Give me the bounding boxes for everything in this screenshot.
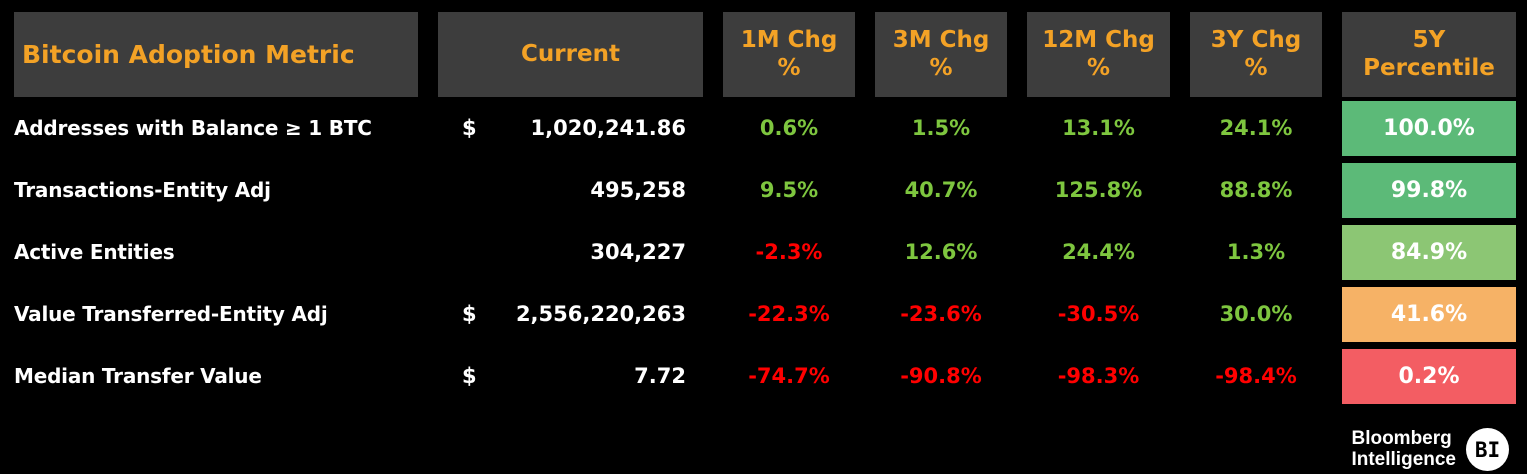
- column-header-12m-chg: 12M Chg %: [1027, 12, 1170, 97]
- column-header-5y-percentile: 5Y Percentile: [1342, 12, 1516, 97]
- currency-symbol: $: [462, 116, 477, 140]
- chg-12m-value: 24.4%: [1062, 240, 1135, 264]
- column-header-current: Current: [438, 12, 703, 97]
- chg-1m-value: -22.3%: [748, 302, 830, 326]
- percentile-value: 84.9%: [1342, 224, 1516, 280]
- column-header-metric: Bitcoin Adoption Metric: [14, 12, 418, 97]
- current-value: 1,020,241.86: [530, 116, 686, 140]
- metric-label: Median Transfer Value: [14, 364, 262, 388]
- current-cell: 495,258: [438, 159, 703, 221]
- metric-label: Addresses with Balance ≥ 1 BTC: [14, 116, 372, 140]
- currency-symbol: $: [462, 364, 477, 388]
- chg-12m-value: 125.8%: [1054, 178, 1143, 202]
- column-header-1m-chg: 1M Chg %: [723, 12, 855, 97]
- percentile-value: 41.6%: [1342, 286, 1516, 342]
- logo-text: Bloomberg Intelligence: [1351, 427, 1456, 471]
- current-value: 2,556,220,263: [515, 302, 686, 326]
- chg-3y-value: -98.4%: [1215, 364, 1297, 388]
- current-cell: $ 2,556,220,263: [438, 283, 703, 345]
- percentile-cell: 84.9%: [1342, 221, 1516, 283]
- metric-label: Value Transferred-Entity Adj: [14, 302, 328, 326]
- current-value: 304,227: [590, 240, 686, 264]
- chg-3y-value: 24.1%: [1219, 116, 1293, 140]
- current-cell: $ 1,020,241.86: [438, 97, 703, 159]
- chg-3m-value: 40.7%: [904, 178, 978, 202]
- column-header-3m-chg: 3M Chg %: [875, 12, 1007, 97]
- chg-3m-value: -23.6%: [900, 302, 982, 326]
- chg-3y-value: 30.0%: [1219, 302, 1293, 326]
- currency-symbol: $: [462, 302, 477, 326]
- percentile-value: 99.8%: [1342, 162, 1516, 218]
- logo-line-bloomberg: Bloomberg: [1351, 427, 1452, 449]
- chg-1m-value: 9.5%: [759, 178, 819, 202]
- chg-12m-value: 13.1%: [1062, 116, 1135, 140]
- current-value: 495,258: [590, 178, 686, 202]
- logo-line-intelligence: Intelligence: [1351, 448, 1456, 470]
- chg-1m-value: -74.7%: [748, 364, 830, 388]
- chg-3y-value: 1.3%: [1226, 240, 1286, 264]
- chg-1m-value: -2.3%: [755, 240, 823, 264]
- current-cell: $ 7.72: [438, 345, 703, 407]
- bitcoin-adoption-metrics-table: Bitcoin Adoption Metric Current 1M Chg %…: [14, 12, 1516, 407]
- chg-3m-value: 12.6%: [904, 240, 978, 264]
- percentile-value: 100.0%: [1342, 100, 1516, 156]
- percentile-value: 0.2%: [1342, 348, 1516, 404]
- column-header-3y-chg: 3Y Chg %: [1190, 12, 1322, 97]
- metric-label: Transactions-Entity Adj: [14, 178, 271, 202]
- current-cell: 304,227: [438, 221, 703, 283]
- chg-3m-value: 1.5%: [911, 116, 971, 140]
- percentile-cell: 100.0%: [1342, 97, 1516, 159]
- percentile-cell: 0.2%: [1342, 345, 1516, 407]
- current-value: 7.72: [634, 364, 686, 388]
- chg-1m-value: 0.6%: [759, 116, 819, 140]
- chg-3y-value: 88.8%: [1219, 178, 1293, 202]
- chg-3m-value: -90.8%: [900, 364, 982, 388]
- metric-label: Active Entities: [14, 240, 175, 264]
- bloomberg-intelligence-logo: Bloomberg Intelligence BI: [1351, 428, 1509, 471]
- chg-12m-value: -30.5%: [1057, 302, 1140, 326]
- bi-badge-icon: BI: [1466, 428, 1509, 471]
- percentile-cell: 41.6%: [1342, 283, 1516, 345]
- percentile-cell: 99.8%: [1342, 159, 1516, 221]
- chg-12m-value: -98.3%: [1057, 364, 1140, 388]
